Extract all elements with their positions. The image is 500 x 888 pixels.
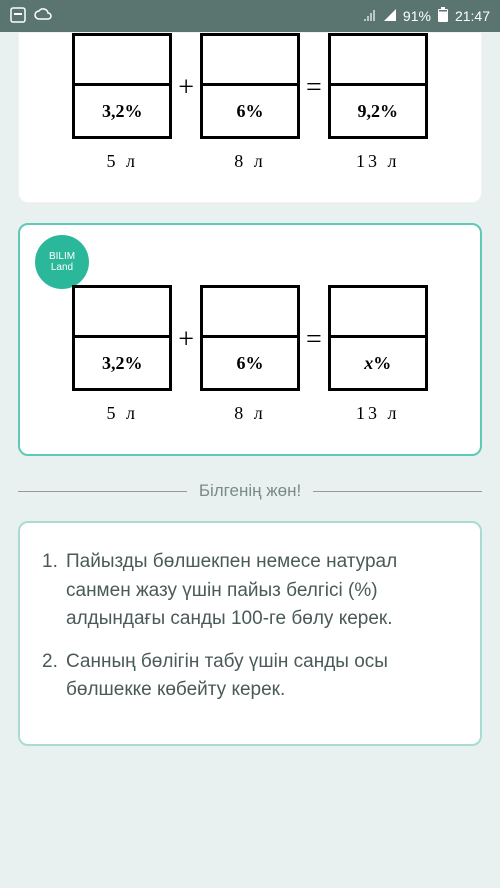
box-label: 5 л xyxy=(106,403,137,424)
box-value: x % xyxy=(331,338,425,388)
box-label: 8 л xyxy=(234,403,265,424)
box-label: 13 л xyxy=(356,151,399,172)
diagram-2: 3,2% 5 л + 6% 8 л = x % xyxy=(35,285,465,424)
box-value: 6% xyxy=(203,86,297,136)
signal-icon xyxy=(383,8,397,25)
box-top xyxy=(75,288,169,338)
box-top xyxy=(75,36,169,86)
box-group-3: 9,2% 13 л xyxy=(328,33,428,172)
box-3: x % xyxy=(328,285,428,391)
battery-icon xyxy=(437,7,449,26)
network-icon xyxy=(363,8,377,25)
box-value: 6% xyxy=(203,338,297,388)
box-1: 3,2% xyxy=(72,285,172,391)
box-top xyxy=(203,36,297,86)
box-label: 8 л xyxy=(234,151,265,172)
battery-percent: 91% xyxy=(403,8,431,24)
diagram-1: 3,2% 5 л + 6% 8 л = 9,2% 13 л xyxy=(34,33,466,172)
tip-item-1: Пайызды бөлшекпен немесе натурал санмен … xyxy=(42,548,458,634)
badge-line2: Land xyxy=(51,262,73,273)
brand-badge: BILIM Land xyxy=(35,235,89,289)
status-left xyxy=(10,7,52,26)
tip-item-2: Санның бөлігін табу үшін санды осы бөлше… xyxy=(42,648,458,705)
content-area: 3,2% 5 л + 6% 8 л = 9,2% 13 л xyxy=(0,32,500,746)
divider-line-left xyxy=(18,491,187,492)
box-2: 6% xyxy=(200,33,300,139)
plus-operator: + xyxy=(176,324,196,356)
box-top xyxy=(331,288,425,338)
clock: 21:47 xyxy=(455,8,490,24)
box-2: 6% xyxy=(200,285,300,391)
box-value: 9,2% xyxy=(331,86,425,136)
divider-line-right xyxy=(313,491,482,492)
tips-list: Пайызды бөлшекпен немесе натурал санмен … xyxy=(42,548,458,705)
box-3: 9,2% xyxy=(328,33,428,139)
box-label: 5 л xyxy=(106,151,137,172)
box-group-1: 3,2% 5 л xyxy=(72,33,172,172)
box-top xyxy=(331,36,425,86)
notif-icon xyxy=(10,7,26,26)
diagram-card-1: 3,2% 5 л + 6% 8 л = 9,2% 13 л xyxy=(18,32,482,203)
equals-operator: = xyxy=(304,72,324,104)
status-bar: 91% 21:47 xyxy=(0,0,500,32)
box-group-1: 3,2% 5 л xyxy=(72,285,172,424)
section-divider: Білгенің жөн! xyxy=(18,481,482,501)
plus-operator: + xyxy=(176,72,196,104)
box-group-2: 6% 8 л xyxy=(200,285,300,424)
box-group-3: x % 13 л xyxy=(328,285,428,424)
box-group-2: 6% 8 л xyxy=(200,33,300,172)
box-1: 3,2% xyxy=(72,33,172,139)
box-value: 3,2% xyxy=(75,86,169,136)
tips-card: Пайызды бөлшекпен немесе натурал санмен … xyxy=(18,521,482,746)
divider-text: Білгенің жөн! xyxy=(199,481,301,501)
status-right: 91% 21:47 xyxy=(363,7,490,26)
box-value: 3,2% xyxy=(75,338,169,388)
badge-line1: BILIM xyxy=(49,251,75,262)
equals-operator: = xyxy=(304,324,324,356)
cloud-icon xyxy=(34,8,52,25)
box-label: 13 л xyxy=(356,403,399,424)
diagram-card-2: BILIM Land 3,2% 5 л + 6% 8 л xyxy=(18,223,482,456)
box-top xyxy=(203,288,297,338)
